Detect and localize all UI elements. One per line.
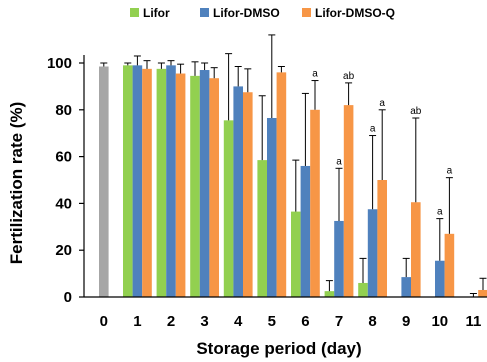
y-tick-label: 100: [47, 55, 72, 72]
x-tick-label: 11: [465, 313, 481, 330]
bar-lifor-dmso-day-3: [199, 70, 210, 298]
x-tick-label: 10: [431, 313, 448, 330]
legend-label: Lifor: [143, 6, 170, 20]
bar-lifor-dmso-day-1: [132, 65, 143, 297]
legend: Lifor Lifor-DMSO Lifor-DMSO-Q: [130, 6, 395, 20]
bar-lifor-dmso-day-9: [401, 277, 411, 297]
significance-label: a: [336, 156, 342, 167]
bar-lifor-dmso-day-2: [166, 65, 176, 297]
x-tick-label: 5: [268, 313, 276, 330]
error-bars-layer: [100, 34, 487, 297]
bar-lifor-dmso-day-7: [334, 220, 344, 297]
bar-control-day-0: [99, 66, 109, 297]
legend-swatch: [200, 8, 209, 17]
legend-label: Lifor-DMSO: [213, 6, 280, 20]
bar-lifor-dmso-day-4: [233, 86, 243, 298]
bar-lifor-dmso-q-day-8: [377, 180, 387, 297]
y-tick-label: 80: [55, 102, 72, 119]
significance-label: a: [447, 166, 453, 177]
bar-lifor-dmso-day-6: [300, 165, 311, 297]
bar-lifor-dmso-q-day-2: [175, 73, 186, 297]
significance-label: a: [312, 69, 318, 80]
bar-lifor-dmso-day-10: [435, 260, 445, 297]
bar-lifor-dmso-q-day-11: [478, 289, 487, 297]
x-tick-label: 3: [200, 313, 208, 330]
bar-lifor-dmso-q-day-4: [243, 92, 253, 297]
bar-lifor-dmso-q-day-6: [310, 109, 320, 297]
bar-lifor-day-7: [324, 291, 335, 297]
x-tick-label: 2: [167, 313, 175, 330]
bar-lifor-day-6: [291, 211, 301, 297]
legend-label: Lifor-DMSO-Q: [315, 6, 395, 20]
bar-lifor-dmso-q-day-1: [142, 68, 152, 297]
x-tick-label: 7: [335, 313, 343, 330]
bar-lifor-day-2: [156, 68, 167, 297]
legend-swatch: [130, 8, 139, 17]
bar-lifor-day-5: [257, 160, 267, 297]
significance-label: a: [379, 98, 385, 109]
bars-layer: [99, 65, 487, 298]
legend-swatch: [302, 8, 311, 17]
bar-lifor-dmso-q-day-5: [276, 72, 287, 297]
significance-label: ab: [410, 106, 422, 117]
significance-label: a: [437, 207, 443, 218]
bar-lifor-dmso-day-5: [267, 117, 277, 298]
axes-layer: 0 20 40 60 80 100 0 1 2 3 4 5 6 7 8 9 10 11: [47, 55, 487, 330]
bar-lifor-dmso-day-8: [367, 209, 378, 297]
bar-lifor-day-3: [190, 75, 200, 298]
x-tick-label: 1: [133, 313, 141, 330]
bar-lifor-day-8: [358, 282, 368, 297]
x-tick-label: 0: [100, 313, 108, 330]
bar-lifor-day-4: [223, 120, 234, 297]
x-tick-label: 8: [368, 313, 376, 330]
x-tick-label: 4: [234, 313, 243, 330]
y-axis-title: Fertilization rate (%): [7, 102, 26, 264]
annotations-layer: a a a a ab a ab a: [312, 69, 452, 218]
bar-lifor-dmso-q-day-9: [411, 202, 421, 297]
x-tick-label: 9: [402, 313, 410, 330]
significance-label: ab: [343, 71, 355, 82]
y-tick-label: 40: [55, 195, 72, 212]
y-tick-label: 0: [64, 289, 72, 306]
significance-label: a: [370, 124, 376, 135]
x-tick-label: 6: [301, 313, 309, 330]
y-tick-label: 60: [55, 149, 72, 166]
bar-lifor-dmso-q-day-10: [444, 233, 455, 297]
x-axis-title: Storage period (day): [196, 339, 361, 358]
bar-lifor-dmso-q-day-7: [343, 105, 354, 298]
bar-lifor-dmso-q-day-3: [209, 78, 219, 298]
bar-lifor-day-1: [123, 65, 133, 297]
y-tick-label: 20: [55, 242, 72, 259]
